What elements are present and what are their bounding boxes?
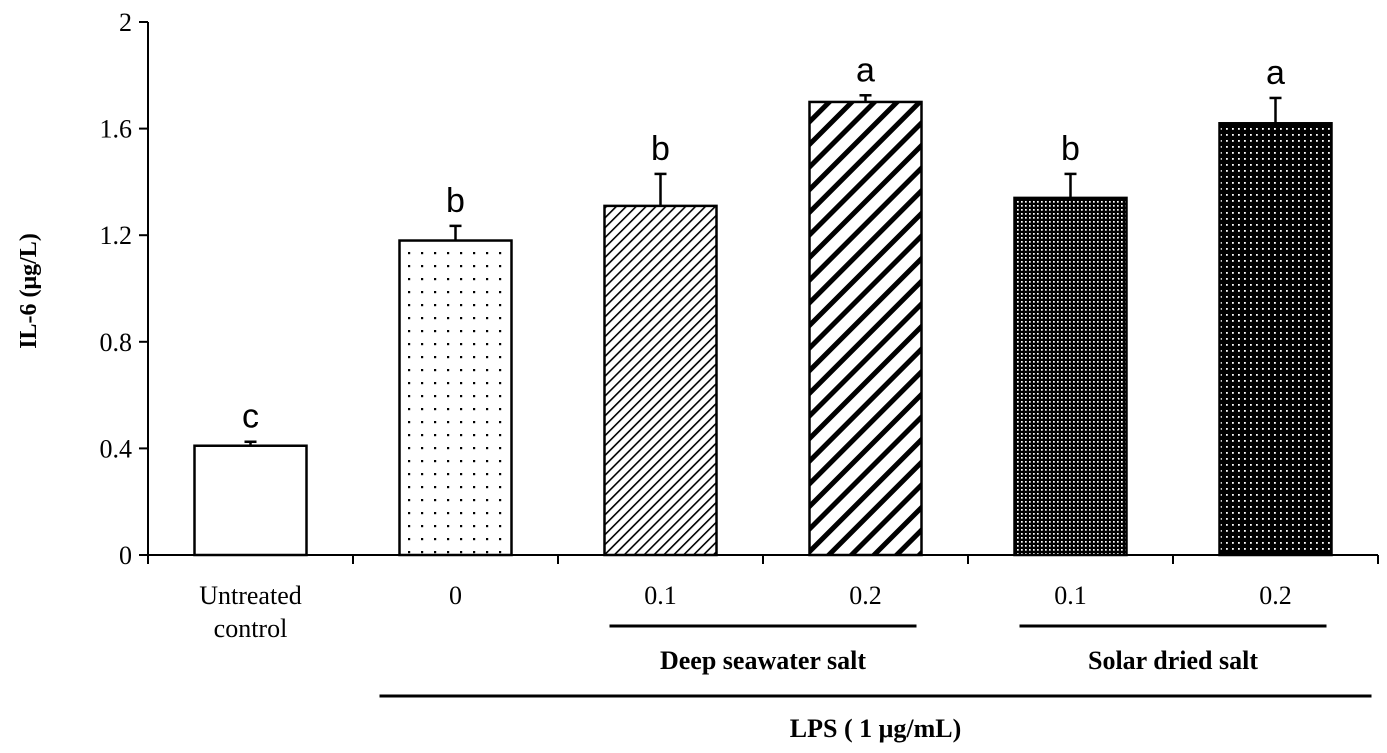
y-tick-label: 1.2: [100, 221, 133, 250]
bars: c b b a b a: [193, 51, 1333, 557]
significance-label: b: [1061, 130, 1080, 168]
x-axis-label: LPS ( 1 μg/mL): [790, 714, 961, 743]
y-tick-label: 1.6: [100, 115, 133, 144]
bar: [1218, 122, 1333, 557]
significance-label: a: [856, 51, 875, 89]
x-tick-label: 0.1: [1054, 581, 1087, 610]
y-axis-label: IL-6 (μg/L): [16, 233, 42, 349]
x-tick-label: 0.1: [644, 581, 677, 610]
y-tick-label: 0.8: [100, 328, 133, 357]
bar: [603, 204, 718, 557]
category-labels: Untreated control 0 0.1 0.2 0.1 0.2: [199, 581, 1292, 643]
group-label: Deep seawater salt: [660, 646, 866, 675]
x-tick-label: 0: [449, 581, 462, 610]
y-tick-label: 2: [119, 8, 132, 37]
group-label: Solar dried salt: [1088, 646, 1258, 675]
bar: [398, 239, 513, 557]
significance-label: c: [242, 398, 259, 436]
significance-label: b: [651, 130, 670, 168]
bar: [1013, 196, 1128, 557]
group-brackets: Deep seawater salt Solar dried salt LPS ( …: [379, 624, 1372, 743]
y-tick-label: 0: [119, 541, 132, 570]
significance-label: a: [1266, 54, 1285, 92]
x-tick-label: 0.2: [849, 581, 882, 610]
y-tick-label: 0.4: [100, 434, 133, 463]
bar: [193, 444, 308, 557]
axes: 0 0.4 0.8 1.2 1.6 2: [100, 8, 1379, 570]
significance-label: b: [446, 182, 465, 220]
x-tick-label: Untreated: [199, 581, 302, 610]
x-tick-label: control: [214, 614, 288, 643]
x-tick-label: 0.2: [1259, 581, 1292, 610]
bar: [808, 100, 923, 557]
